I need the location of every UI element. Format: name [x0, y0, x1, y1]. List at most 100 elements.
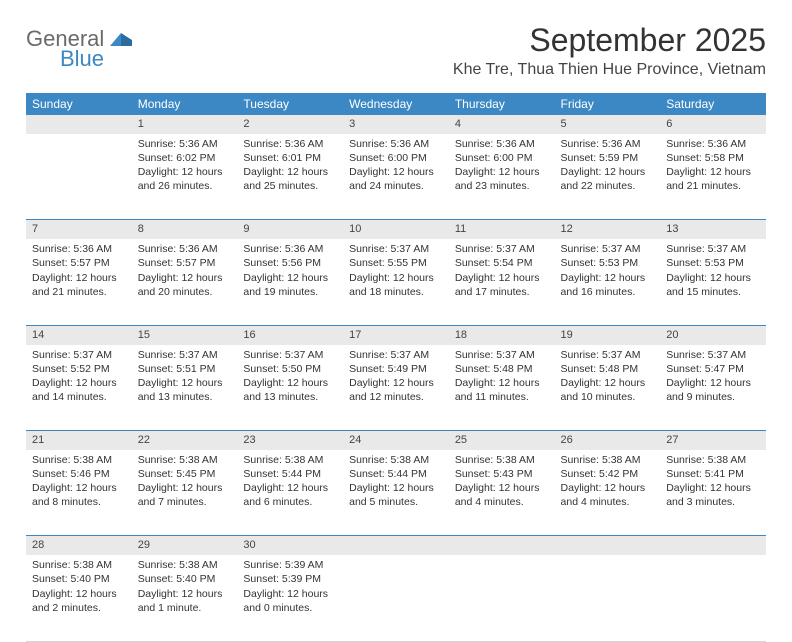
day-number-cell: 29	[132, 536, 238, 555]
day-cell: Sunrise: 5:36 AMSunset: 6:02 PMDaylight:…	[132, 134, 238, 220]
day1-text: Daylight: 12 hours	[138, 271, 232, 285]
sunset-text: Sunset: 5:57 PM	[138, 256, 232, 270]
day-number-cell: 20	[660, 325, 766, 344]
sunrise-text: Sunrise: 5:37 AM	[561, 348, 655, 362]
day-number-cell: 9	[237, 220, 343, 239]
day-header: Friday	[555, 93, 661, 115]
day-cell: Sunrise: 5:37 AMSunset: 5:54 PMDaylight:…	[449, 239, 555, 325]
day-cell-content: Sunrise: 5:39 AMSunset: 5:39 PMDaylight:…	[237, 555, 343, 621]
day2-text: and 13 minutes.	[243, 390, 337, 404]
day-cell-content: Sunrise: 5:36 AMSunset: 5:57 PMDaylight:…	[26, 239, 132, 305]
day-cell-content: Sunrise: 5:37 AMSunset: 5:53 PMDaylight:…	[660, 239, 766, 305]
day1-text: Daylight: 12 hours	[32, 481, 126, 495]
day2-text: and 12 minutes.	[349, 390, 443, 404]
day-cell-content: Sunrise: 5:36 AMSunset: 5:59 PMDaylight:…	[555, 134, 661, 200]
sunrise-text: Sunrise: 5:38 AM	[455, 453, 549, 467]
day-cell-content: Sunrise: 5:38 AMSunset: 5:40 PMDaylight:…	[26, 555, 132, 621]
day-cell: Sunrise: 5:36 AMSunset: 6:01 PMDaylight:…	[237, 134, 343, 220]
sunset-text: Sunset: 5:41 PM	[666, 467, 760, 481]
day2-text: and 1 minute.	[138, 601, 232, 615]
day1-text: Daylight: 12 hours	[349, 165, 443, 179]
day-number-cell: 23	[237, 431, 343, 450]
day-number-cell: 30	[237, 536, 343, 555]
day1-text: Daylight: 12 hours	[138, 376, 232, 390]
day-cell-content: Sunrise: 5:36 AMSunset: 6:01 PMDaylight:…	[237, 134, 343, 200]
sunset-text: Sunset: 5:48 PM	[561, 362, 655, 376]
day-cell-content: Sunrise: 5:38 AMSunset: 5:41 PMDaylight:…	[660, 450, 766, 516]
sunrise-text: Sunrise: 5:37 AM	[138, 348, 232, 362]
day-number-cell	[343, 536, 449, 555]
day-header: Monday	[132, 93, 238, 115]
sunrise-text: Sunrise: 5:36 AM	[455, 137, 549, 151]
day1-text: Daylight: 12 hours	[243, 587, 337, 601]
day-cell: Sunrise: 5:36 AMSunset: 5:59 PMDaylight:…	[555, 134, 661, 220]
day-cell-content: Sunrise: 5:37 AMSunset: 5:52 PMDaylight:…	[26, 345, 132, 411]
sunset-text: Sunset: 5:58 PM	[666, 151, 760, 165]
day2-text: and 4 minutes.	[455, 495, 549, 509]
day-number-cell: 27	[660, 431, 766, 450]
sunset-text: Sunset: 5:48 PM	[455, 362, 549, 376]
sunset-text: Sunset: 5:53 PM	[561, 256, 655, 270]
sunset-text: Sunset: 6:00 PM	[455, 151, 549, 165]
day1-text: Daylight: 12 hours	[349, 376, 443, 390]
day-number-row: 14151617181920	[26, 325, 766, 344]
sunset-text: Sunset: 5:50 PM	[243, 362, 337, 376]
day-header-row: Sunday Monday Tuesday Wednesday Thursday…	[26, 93, 766, 115]
day-cell-content: Sunrise: 5:37 AMSunset: 5:48 PMDaylight:…	[449, 345, 555, 411]
day-number-cell: 13	[660, 220, 766, 239]
sunset-text: Sunset: 6:01 PM	[243, 151, 337, 165]
day-number-cell: 14	[26, 325, 132, 344]
logo-text-blue: Blue	[60, 48, 132, 70]
day2-text: and 2 minutes.	[32, 601, 126, 615]
day2-text: and 8 minutes.	[32, 495, 126, 509]
day1-text: Daylight: 12 hours	[455, 165, 549, 179]
day-cell-content: Sunrise: 5:36 AMSunset: 6:00 PMDaylight:…	[449, 134, 555, 200]
day-cell-content: Sunrise: 5:38 AMSunset: 5:46 PMDaylight:…	[26, 450, 132, 516]
sunset-text: Sunset: 6:02 PM	[138, 151, 232, 165]
day1-text: Daylight: 12 hours	[243, 271, 337, 285]
day-number-cell: 28	[26, 536, 132, 555]
day-number-cell: 22	[132, 431, 238, 450]
sunset-text: Sunset: 5:40 PM	[32, 572, 126, 586]
sunrise-text: Sunrise: 5:37 AM	[243, 348, 337, 362]
day2-text: and 3 minutes.	[666, 495, 760, 509]
sunrise-text: Sunrise: 5:37 AM	[32, 348, 126, 362]
day-cell	[555, 555, 661, 641]
day2-text: and 14 minutes.	[32, 390, 126, 404]
month-title: September 2025	[453, 22, 766, 59]
sunrise-text: Sunrise: 5:38 AM	[32, 453, 126, 467]
day1-text: Daylight: 12 hours	[455, 376, 549, 390]
day1-text: Daylight: 12 hours	[32, 587, 126, 601]
day-cell: Sunrise: 5:38 AMSunset: 5:40 PMDaylight:…	[132, 555, 238, 641]
sunrise-text: Sunrise: 5:38 AM	[561, 453, 655, 467]
day-cell: Sunrise: 5:38 AMSunset: 5:46 PMDaylight:…	[26, 450, 132, 536]
sunrise-text: Sunrise: 5:38 AM	[666, 453, 760, 467]
sunrise-text: Sunrise: 5:36 AM	[138, 137, 232, 151]
day2-text: and 21 minutes.	[32, 285, 126, 299]
day-number-cell: 16	[237, 325, 343, 344]
day-cell: Sunrise: 5:38 AMSunset: 5:44 PMDaylight:…	[343, 450, 449, 536]
day-cell-content: Sunrise: 5:37 AMSunset: 5:49 PMDaylight:…	[343, 345, 449, 411]
day1-text: Daylight: 12 hours	[455, 481, 549, 495]
day2-text: and 4 minutes.	[561, 495, 655, 509]
day-number-cell: 19	[555, 325, 661, 344]
day1-text: Daylight: 12 hours	[455, 271, 549, 285]
day-cell	[343, 555, 449, 641]
day-number-cell: 10	[343, 220, 449, 239]
day1-text: Daylight: 12 hours	[666, 481, 760, 495]
day-number-cell: 6	[660, 115, 766, 134]
day1-text: Daylight: 12 hours	[666, 271, 760, 285]
day-cell: Sunrise: 5:37 AMSunset: 5:52 PMDaylight:…	[26, 345, 132, 431]
location-subtitle: Khe Tre, Thua Thien Hue Province, Vietna…	[453, 61, 766, 79]
day1-text: Daylight: 12 hours	[138, 165, 232, 179]
day-number-cell: 7	[26, 220, 132, 239]
day-header: Saturday	[660, 93, 766, 115]
day-number-row: 282930	[26, 536, 766, 555]
day-number-cell: 18	[449, 325, 555, 344]
logo: General Blue	[26, 22, 132, 70]
calendar-table: Sunday Monday Tuesday Wednesday Thursday…	[26, 93, 766, 642]
day2-text: and 22 minutes.	[561, 179, 655, 193]
sunrise-text: Sunrise: 5:36 AM	[349, 137, 443, 151]
day-cell: Sunrise: 5:36 AMSunset: 5:57 PMDaylight:…	[26, 239, 132, 325]
day-cell: Sunrise: 5:37 AMSunset: 5:55 PMDaylight:…	[343, 239, 449, 325]
